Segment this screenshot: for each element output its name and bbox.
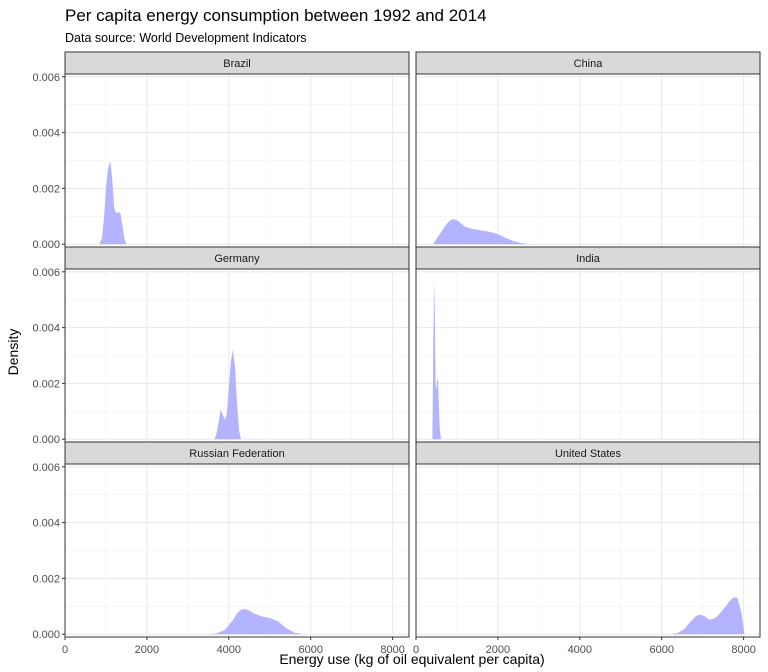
y-tick-label: 0.004	[32, 128, 60, 140]
y-tick-label: 0.000	[32, 434, 60, 446]
facet-label: Russian Federation	[189, 448, 284, 460]
density-area	[208, 608, 303, 635]
x-tick-label: 8000	[380, 644, 404, 656]
facet-label: Brazil	[223, 58, 251, 70]
x-tick-label: 6000	[649, 644, 673, 656]
density-area	[433, 219, 531, 245]
y-tick-label: 0.004	[32, 323, 60, 335]
density-area	[214, 349, 242, 440]
facet-label: China	[574, 58, 604, 70]
facet-india: India	[415, 246, 761, 443]
facet-germany: Germany 0.000 0.002 0.004 0.006	[32, 246, 410, 446]
x-tick-label: 2000	[486, 644, 510, 656]
y-tick-label: 0.000	[32, 629, 60, 641]
y-tick-label: 0.002	[32, 573, 60, 585]
chart-title: Per capita energy consumption between 19…	[65, 6, 487, 25]
density-area	[99, 160, 127, 245]
x-tick-label: 8000	[731, 644, 755, 656]
facet-panels: Brazil 0.000 0.002 0.004 0.006 China Germany 0.…	[32, 51, 761, 656]
x-tick-label: 0	[413, 644, 419, 656]
x-axis-title: Energy use (kg of oil equivalent per cap…	[279, 651, 544, 667]
panel-border	[64, 463, 410, 638]
y-tick-label: 0.006	[32, 462, 60, 474]
facet-label: United States	[555, 448, 622, 460]
chart-subtitle: Data source: World Development Indicator…	[65, 31, 307, 45]
y-tick-label: 0.002	[32, 183, 60, 195]
facet-brazil: Brazil 0.000 0.002 0.004 0.006	[32, 51, 410, 251]
y-tick-label: 0.000	[32, 239, 60, 251]
y-tick-label: 0.006	[32, 267, 60, 279]
y-tick-label: 0.004	[32, 518, 60, 530]
panel-border	[415, 463, 761, 638]
y-tick-label: 0.006	[32, 72, 60, 84]
facet-united-states: United States 0 2000 4000 6000 8000	[413, 441, 761, 656]
facet-china: China	[415, 51, 761, 248]
density-area	[671, 597, 745, 635]
facet-label: India	[576, 253, 601, 265]
x-tick-label: 4000	[217, 644, 241, 656]
x-tick-label: 0	[62, 644, 68, 656]
y-axis-title: Density	[5, 329, 21, 376]
x-tick-label: 6000	[298, 644, 322, 656]
x-tick-label: 2000	[135, 644, 159, 656]
facet-label: Germany	[214, 253, 260, 265]
facet-russian-federation: Russian Federation 0.000 0.002 0.004 0.006 0 2…	[32, 441, 410, 656]
y-tick-label: 0.002	[32, 378, 60, 390]
x-tick-label: 4000	[568, 644, 592, 656]
density-area	[432, 280, 442, 440]
